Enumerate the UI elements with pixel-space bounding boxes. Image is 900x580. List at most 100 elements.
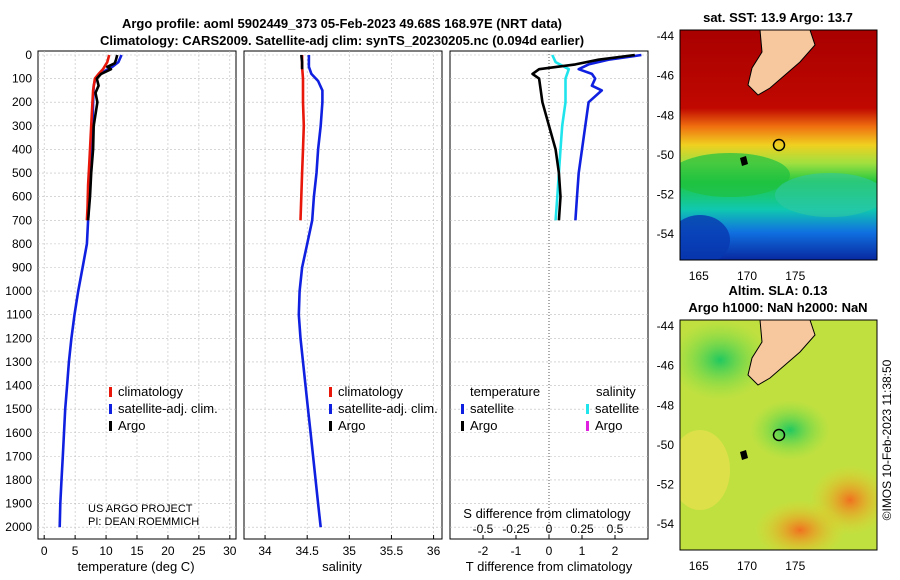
- temperature-xlabel: temperature (deg C): [77, 559, 194, 574]
- y-tick-label: 1300: [5, 355, 32, 369]
- temperature-panel: 0100200300400500600700800900100011001200…: [5, 48, 237, 574]
- sst-patch: [680, 215, 730, 260]
- y-tick-label: 800: [12, 237, 32, 251]
- map-y-tick-label: -46: [657, 359, 675, 373]
- series-line-satellite-adj-clim-: [297, 55, 324, 528]
- legend-s-argo-label: Argo: [595, 418, 622, 433]
- map-y-tick-label: -50: [657, 148, 675, 162]
- legend-t-satellite-label: satellite: [470, 401, 514, 416]
- series-line-climatology: [299, 55, 306, 221]
- y-tick-label: 400: [12, 142, 32, 156]
- island: [740, 156, 748, 166]
- x-tick-label: 20: [161, 544, 175, 558]
- legend-satellite-label: satellite-adj. clim.: [338, 401, 438, 416]
- legend-argo-swatch: [109, 421, 112, 431]
- x-top-tick-label: 0.25: [570, 522, 594, 536]
- x-tick-label: -1: [511, 544, 522, 558]
- y-tick-label: 200: [12, 95, 32, 109]
- sla-patch: [680, 430, 730, 510]
- series-line-t-argo: [531, 53, 635, 221]
- y-tick-label: 1700: [5, 449, 32, 463]
- legend-satellite-swatch: [329, 404, 332, 414]
- legend-t-satellite-swatch: [461, 404, 464, 414]
- island: [740, 450, 748, 460]
- salinity-axes: [243, 50, 443, 540]
- float-position-marker: [772, 138, 786, 152]
- sst-map: sat. SST: 13.9 Argo: 13.7 -44 -46 -48 -50 -5…: [657, 10, 878, 283]
- land-mass: [747, 30, 816, 96]
- title-line-2: Climatology: CARS2009. Satellite-adj cli…: [100, 33, 584, 48]
- legend-t-argo-swatch: [461, 421, 464, 431]
- map-y-tick-label: -52: [657, 478, 675, 492]
- map-y-tick-label: -48: [657, 108, 675, 122]
- legend-s-satellite-swatch: [586, 404, 589, 414]
- map-x-tick-label: 175: [785, 559, 805, 573]
- legend-s-satellite-label: satellite: [595, 401, 639, 416]
- temperature-legend: climatology satellite-adj. clim. Argo: [109, 384, 218, 433]
- x-top-tick-label: -0.25: [502, 522, 530, 536]
- series-line-climatology: [85, 54, 111, 221]
- legend-climatology-swatch: [109, 387, 112, 397]
- y-tick-label: 1800: [5, 473, 32, 487]
- x-tick-label: -2: [478, 544, 489, 558]
- difference-legend: temperature satellite Argo salinity sate…: [461, 384, 639, 433]
- x-tick-label: 35.5: [380, 544, 404, 558]
- sla-patch: [750, 400, 830, 460]
- imos-credit: ©IMOS 10-Feb-2023 11:38:50: [880, 359, 894, 520]
- series-line-t-satellite: [574, 53, 642, 221]
- legend-climatology-label: climatology: [338, 384, 404, 399]
- map-x-tick-label: 175: [785, 269, 805, 283]
- difference-panel: -2 -1 0 1 2 -0.5 -0.25 0 0.25 0.5 T difference fr…: [449, 50, 649, 574]
- salinity-legend: climatology satellite-adj. clim. Argo: [329, 384, 438, 433]
- x-tick-label: 5: [72, 544, 79, 558]
- x-tick-label: 0: [41, 544, 48, 558]
- legend-satellite-label: satellite-adj. clim.: [118, 401, 218, 416]
- y-tick-label: 1600: [5, 426, 32, 440]
- x-tick-label: 10: [99, 544, 113, 558]
- map-y-tick-label: -54: [657, 227, 675, 241]
- pi-text: PI: DEAN ROEMMICH: [88, 516, 199, 528]
- map-y-tick-label: -52: [657, 188, 675, 202]
- x-tick-label: 34: [258, 544, 272, 558]
- legend-salinity-title: salinity: [596, 384, 636, 399]
- map-x-tick-label: 170: [737, 269, 757, 283]
- y-tick-label: 900: [12, 260, 32, 274]
- map-y-tick-label: -54: [657, 517, 675, 531]
- y-tick-label: 500: [12, 166, 32, 180]
- legend-argo-label: Argo: [118, 418, 145, 433]
- map-y-tick-label: -50: [657, 438, 675, 452]
- y-tick-label: 1500: [5, 402, 32, 416]
- map-y-tick-label: -48: [657, 398, 675, 412]
- y-tick-label: 1900: [5, 497, 32, 511]
- x-tick-label: 36: [427, 544, 441, 558]
- series-line-argo: [300, 54, 304, 70]
- x-top-tick-label: 0: [546, 522, 553, 536]
- x-top-tick-label: -0.5: [473, 522, 494, 536]
- legend-argo-label: Argo: [338, 418, 365, 433]
- x-tick-label: 30: [223, 544, 237, 558]
- legend-climatology-swatch: [329, 387, 332, 397]
- sla-patch: [680, 320, 770, 400]
- y-tick-label: 1100: [6, 308, 32, 322]
- legend-s-argo-swatch: [586, 421, 589, 431]
- sla-patch: [755, 500, 845, 550]
- float-position-marker: [772, 428, 786, 442]
- y-tick-label: 1400: [5, 379, 32, 393]
- y-tick-label: 100: [12, 72, 32, 86]
- y-tick-label: 600: [12, 190, 32, 204]
- map-y-tick-label: -46: [657, 69, 675, 83]
- legend-satellite-swatch: [109, 404, 112, 414]
- y-tick-label: 0: [25, 48, 32, 62]
- difference-xlabel: T difference from climatology: [466, 559, 633, 574]
- sla-map-frame: [679, 319, 878, 551]
- x-tick-label: 2: [612, 544, 619, 558]
- x-tick-label: 1: [579, 544, 586, 558]
- title-line-1: Argo profile: aoml 5902449_373 05-Feb-20…: [122, 16, 562, 31]
- x-tick-label: 25: [192, 544, 206, 558]
- sla-map-title: Altim. SLA: 0.13: [729, 283, 828, 298]
- legend-t-argo-label: Argo: [470, 418, 497, 433]
- y-tick-label: 2000: [5, 520, 32, 534]
- x-tick-label: 35: [343, 544, 357, 558]
- x-top-tick-label: 0.5: [607, 522, 624, 536]
- difference-xlabel-top: S difference from climatology: [463, 506, 631, 521]
